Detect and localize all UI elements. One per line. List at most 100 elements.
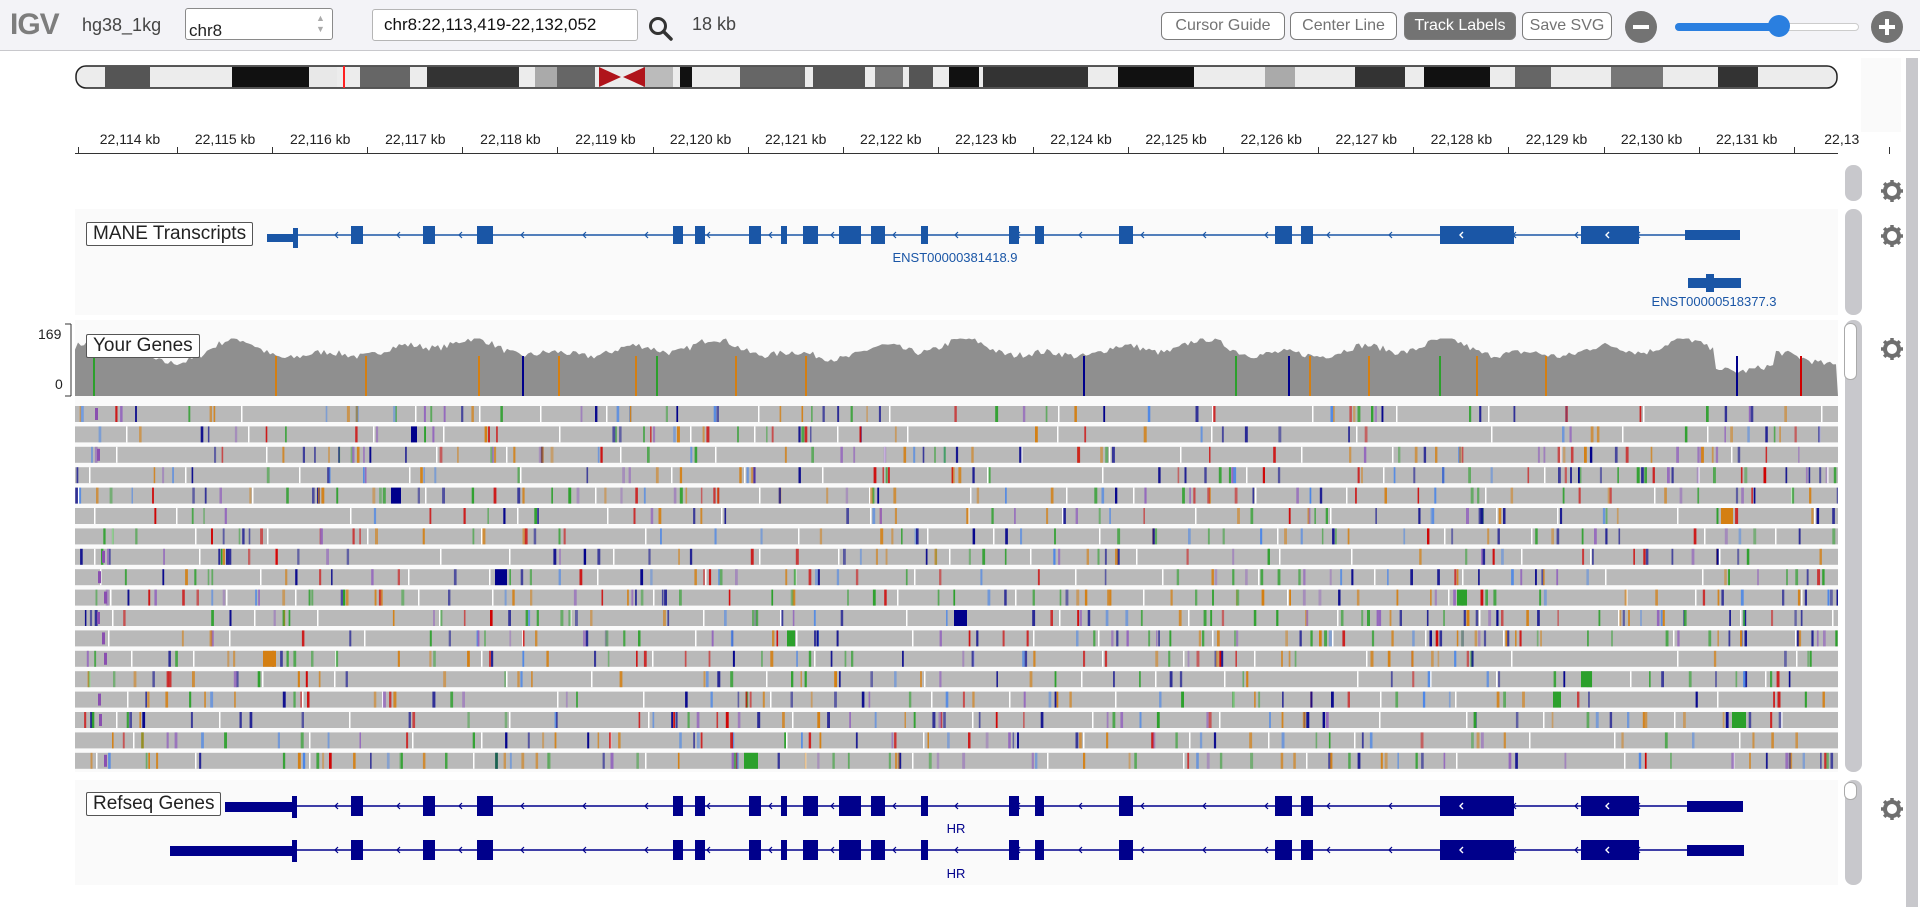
coverage-mismatch xyxy=(558,356,560,396)
read-mismatch xyxy=(793,569,797,586)
read-gap xyxy=(509,712,511,728)
mane-exon xyxy=(1706,274,1714,292)
chevron-left-icon xyxy=(1140,802,1145,810)
read-mismatch xyxy=(602,752,605,769)
read-mismatch xyxy=(295,569,298,586)
read-mismatch xyxy=(1139,671,1141,688)
read-mismatch xyxy=(1481,732,1484,749)
chromosome-select[interactable]: chr8 ▲ ▼ xyxy=(185,8,333,40)
read-gap xyxy=(1356,426,1358,443)
read-gap xyxy=(309,752,311,769)
read-mismatch xyxy=(1429,630,1432,647)
read-mismatch xyxy=(1570,446,1574,463)
read-mismatch xyxy=(893,487,897,504)
read-mismatch xyxy=(1420,732,1424,749)
read-gap xyxy=(1702,569,1704,586)
read-mismatch xyxy=(401,752,403,769)
track-scrollbar[interactable] xyxy=(1845,209,1862,315)
read-mismatch xyxy=(901,528,903,545)
read-mismatch xyxy=(1641,467,1644,484)
gear-icon[interactable] xyxy=(1880,337,1904,361)
read-mismatch xyxy=(887,467,890,484)
read-gap xyxy=(1430,671,1432,688)
read-mismatch xyxy=(1751,487,1753,504)
gear-icon[interactable] xyxy=(1880,224,1904,248)
chromosome-ideogram[interactable] xyxy=(75,65,1838,89)
read-mismatch xyxy=(717,671,721,688)
read-gap xyxy=(607,508,609,524)
read-mismatch xyxy=(784,732,786,749)
alignment-scrollbar-thumb[interactable] xyxy=(1844,323,1857,380)
chevron-left-icon xyxy=(334,231,339,239)
read-mismatch xyxy=(1688,671,1692,688)
refseq-exon xyxy=(477,796,493,816)
refseq-track-features[interactable] xyxy=(75,780,1838,885)
read-mismatch xyxy=(1397,752,1399,769)
read-mismatch xyxy=(607,650,610,667)
read-mismatch xyxy=(804,426,808,443)
read-mismatch xyxy=(1461,446,1464,463)
read-gap xyxy=(1557,508,1559,524)
gear-icon[interactable] xyxy=(1880,797,1904,821)
read-gap xyxy=(94,548,96,565)
read-mismatch xyxy=(1054,528,1056,545)
read-mismatch xyxy=(791,671,794,688)
read-mismatch xyxy=(700,508,703,524)
read-gap xyxy=(1677,508,1679,524)
locus-search-input[interactable]: chr8:22,113,419-22,132,052 xyxy=(372,9,638,41)
insertion-marker xyxy=(102,632,105,645)
mane-track-features[interactable] xyxy=(75,209,1838,315)
read-gap xyxy=(309,732,311,749)
read-mismatch xyxy=(1328,630,1332,647)
read-mismatch xyxy=(1321,528,1324,545)
cursor-guide-button[interactable]: Cursor Guide xyxy=(1161,12,1285,40)
read-mismatch-block xyxy=(411,426,417,443)
chevron-left-icon xyxy=(1202,231,1207,239)
read-gap xyxy=(1133,487,1135,504)
refseq-exon xyxy=(673,840,683,860)
center-line-button[interactable]: Center Line xyxy=(1290,12,1397,40)
coverage-mismatch xyxy=(1545,356,1547,396)
save-svg-button[interactable]: Save SVG xyxy=(1522,12,1612,40)
page-scrollbar[interactable] xyxy=(1906,58,1918,907)
read-mismatch xyxy=(1031,752,1034,769)
read-gap xyxy=(1380,691,1382,708)
read-mismatch xyxy=(84,712,87,728)
read-mismatch xyxy=(1005,528,1008,545)
read-mismatch xyxy=(946,610,948,626)
read-mismatch xyxy=(936,752,940,769)
gear-icon[interactable] xyxy=(1880,179,1904,203)
read-mismatch xyxy=(1303,569,1306,586)
read-gap xyxy=(837,426,839,443)
zoom-in-icon[interactable] xyxy=(1871,11,1903,43)
read-mismatch xyxy=(503,752,506,769)
track-labels-button[interactable]: Track Labels xyxy=(1404,12,1516,40)
refseq-scrollbar-thumb[interactable] xyxy=(1844,782,1857,800)
read-mismatch xyxy=(181,630,184,647)
read-mismatch xyxy=(191,467,194,484)
read-mismatch xyxy=(800,671,802,688)
igv-logo: IGV xyxy=(10,8,60,41)
read-mismatch xyxy=(643,650,647,667)
read-gap xyxy=(1643,406,1645,422)
zoom-slider-thumb[interactable] xyxy=(1768,15,1790,37)
read-gap xyxy=(520,467,522,484)
read-mismatch xyxy=(601,589,604,606)
read-mismatch xyxy=(1795,569,1799,586)
read-mismatch xyxy=(1278,426,1282,443)
coverage-histogram[interactable] xyxy=(75,320,1838,396)
read-mismatch xyxy=(958,467,962,484)
zoom-out-icon[interactable] xyxy=(1625,11,1657,43)
track-scrollbar[interactable] xyxy=(1845,165,1862,201)
read-gap xyxy=(473,752,475,769)
alignment-reads[interactable] xyxy=(75,404,1838,772)
track-scrollbar[interactable] xyxy=(1845,320,1862,772)
read-mismatch xyxy=(355,406,358,422)
read-mismatch xyxy=(430,406,433,422)
read-mismatch xyxy=(894,671,897,688)
read-mismatch xyxy=(1004,589,1007,606)
read-mismatch xyxy=(798,467,801,484)
genome-label[interactable]: hg38_1kg xyxy=(82,15,162,35)
read-mismatch xyxy=(1503,732,1506,749)
search-icon[interactable] xyxy=(648,16,674,42)
